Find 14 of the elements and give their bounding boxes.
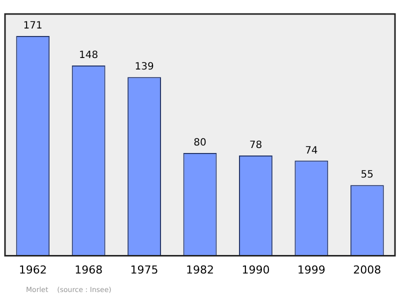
data-label: 78: [249, 140, 262, 152]
x-tick-label: 1999: [297, 263, 326, 276]
x-tick-label: 1975: [130, 263, 158, 276]
x-tick-label: 1982: [186, 263, 214, 276]
x-tick-label: 1990: [242, 263, 270, 276]
data-label: 148: [79, 50, 98, 62]
data-label: 139: [134, 62, 154, 73]
data-label: 55: [360, 170, 374, 181]
data-label: 74: [305, 145, 318, 156]
data-label: 171: [23, 20, 42, 32]
x-tick-label: 2008: [353, 263, 382, 276]
x-tick-label: 1968: [74, 263, 103, 276]
data-label: 80: [194, 138, 206, 149]
x-tick-label: 1962: [18, 263, 47, 276]
